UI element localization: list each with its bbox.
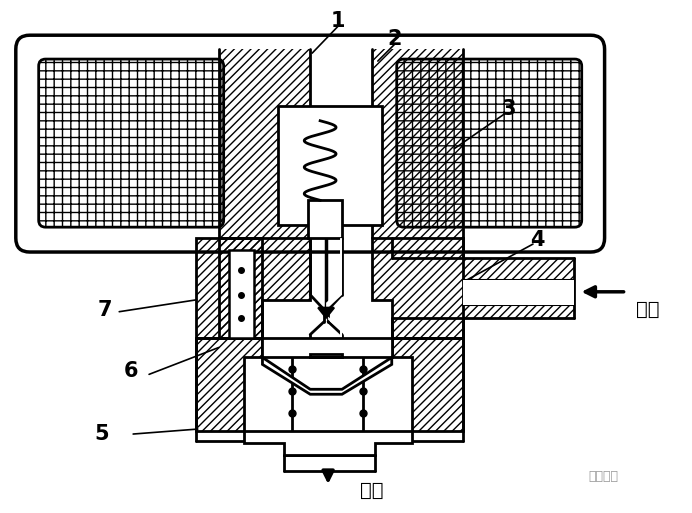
Text: 出口: 出口 [360, 481, 383, 500]
Polygon shape [228, 250, 253, 338]
FancyBboxPatch shape [39, 59, 224, 227]
Text: 4: 4 [529, 230, 544, 250]
Polygon shape [464, 280, 574, 305]
Text: 2: 2 [388, 29, 402, 49]
Text: 1: 1 [331, 11, 345, 31]
Text: 制冷百科: 制冷百科 [589, 470, 619, 483]
Polygon shape [308, 200, 342, 238]
FancyBboxPatch shape [16, 35, 605, 252]
Text: 进口: 进口 [637, 300, 660, 319]
Polygon shape [318, 308, 334, 318]
Text: 7: 7 [98, 300, 113, 320]
Polygon shape [262, 358, 392, 394]
FancyBboxPatch shape [397, 59, 582, 227]
Text: 5: 5 [94, 424, 109, 444]
Text: 3: 3 [502, 99, 516, 119]
Polygon shape [262, 338, 392, 358]
Polygon shape [244, 431, 412, 455]
Text: 6: 6 [124, 361, 138, 381]
Polygon shape [278, 106, 382, 225]
Polygon shape [308, 238, 342, 367]
